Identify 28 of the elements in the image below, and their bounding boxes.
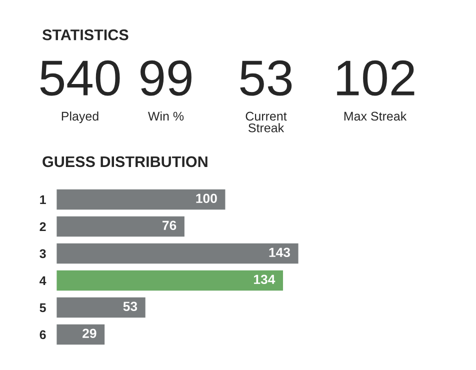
y-tick-label: 3: [40, 249, 46, 258]
bar: [56, 215, 186, 238]
bar: [56, 296, 147, 319]
data-label: 102: [337, 60, 414, 96]
y-tick-label: 5: [40, 303, 46, 312]
text: STATISTICS: [42, 29, 128, 40]
y-tick-label: 1: [40, 195, 46, 204]
bar: [56, 269, 284, 292]
data-label: 76: [162, 220, 176, 230]
data-label: 100: [196, 194, 217, 204]
data-label: 53: [240, 60, 292, 96]
y-tick-label: 2: [40, 222, 46, 232]
bar: [56, 323, 106, 346]
chart-title: GUESS DISTRIBUTION: [42, 156, 208, 168]
data-label: 134: [254, 274, 276, 284]
y-tick-label: 6: [40, 330, 46, 340]
data-label: 540: [40, 60, 120, 96]
bar: [56, 242, 299, 265]
category-label: Current Streak: [246, 112, 287, 132]
y-tick-label: 4: [40, 276, 46, 286]
bar: [56, 188, 227, 211]
category-label: Win %: [148, 111, 184, 121]
data-label: 143: [269, 248, 290, 258]
data-label: 53: [123, 302, 138, 312]
data-label: 99: [140, 60, 192, 96]
data-label: 29: [82, 328, 96, 338]
category-label: Played: [62, 111, 98, 124]
category-label: Max Streak: [344, 111, 407, 121]
